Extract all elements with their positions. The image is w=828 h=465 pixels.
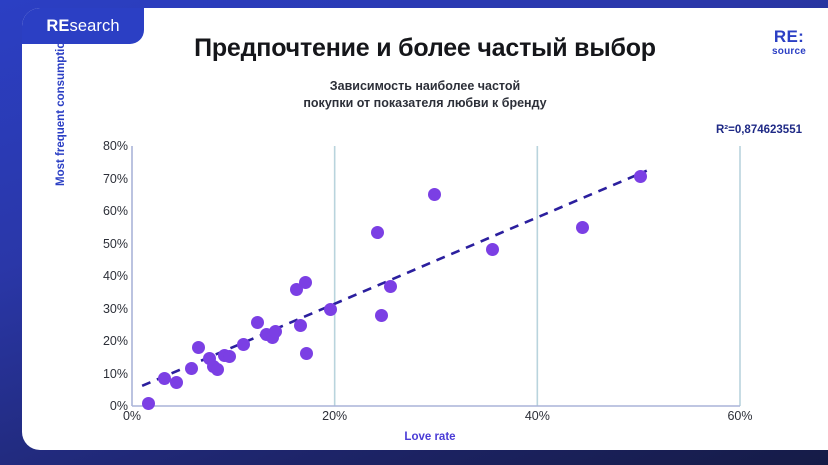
scatter-point	[293, 318, 307, 332]
y-tick-label: 40%	[102, 269, 128, 283]
chart-subtitle-line-2: покупки от показателя любви к бренду	[303, 95, 547, 110]
y-tick-label: 0%	[109, 399, 128, 413]
research-logo-badge: REsearch	[22, 8, 144, 44]
scatter-point	[486, 242, 500, 256]
research-logo-bold: RE	[46, 16, 70, 35]
trendline	[141, 169, 648, 388]
scatter-point	[428, 188, 442, 202]
research-logo-rest: search	[69, 16, 120, 35]
scatter-point	[236, 337, 250, 351]
scatter-point	[324, 303, 338, 317]
chart-subtitle-line-1: Зависимость наиболее частой	[329, 79, 521, 93]
scatter-point	[210, 362, 224, 376]
y-tick-label: 50%	[102, 236, 128, 251]
brand-line-secondary: source	[772, 46, 806, 57]
scatter-point	[298, 275, 312, 289]
scatter-point	[576, 220, 590, 234]
slide-card: REsearch RE: source Предпочтение и более…	[22, 8, 828, 450]
y-axis-tick-labels: 0% 10% 20% 30% 40% 50% 60% 70% 80%	[80, 8, 128, 450]
y-tick-label: 10%	[102, 366, 128, 381]
scatter-point	[374, 309, 388, 323]
y-tick-label: 60%	[102, 204, 128, 218]
scatter-point	[634, 170, 648, 184]
scatter-point	[157, 371, 171, 385]
scatter-point	[269, 325, 283, 339]
chart-title: Предпочтение и более частый выбор	[194, 34, 656, 62]
x-tick-label: 60%	[727, 409, 753, 423]
scatter-point	[251, 315, 265, 329]
r-squared-annotation: R²=0,874623551	[715, 124, 802, 136]
chart-subtitle: Зависимость наиболее частой покупки от п…	[22, 78, 828, 111]
scatter-point	[185, 361, 199, 375]
scatter-point	[141, 396, 155, 410]
scatter-point	[370, 226, 384, 240]
scatter-point	[383, 279, 397, 293]
y-tick-label: 20%	[102, 334, 128, 348]
x-tick-label: 40%	[524, 409, 550, 423]
scatter-point	[289, 283, 303, 297]
plot-axes-and-series	[131, 146, 741, 407]
y-axis-title: Most frequent consumption	[55, 34, 67, 186]
x-tick-label: 0%	[122, 409, 142, 423]
y-tick-label: 30%	[102, 301, 128, 316]
scatter-plot: 0% 10% 20% 30% 40% 50% 60% 70% 80% 0% 20% 40% 60% M…	[22, 8, 828, 450]
y-tick-label: 70%	[102, 171, 128, 186]
x-axis-tick-labels: 0% 20% 40% 60%	[22, 409, 828, 429]
research-logo-text: REsearch	[46, 17, 119, 36]
resource-brand-logo: RE: source	[772, 28, 806, 57]
scatter-point	[192, 341, 206, 355]
x-axis-title: Love rate	[404, 431, 456, 443]
brand-line-primary: RE:	[773, 27, 805, 46]
scatter-point	[299, 346, 313, 360]
scatter-point	[222, 350, 236, 364]
scatter-point	[170, 376, 184, 390]
y-tick-label: 80%	[102, 139, 128, 153]
x-tick-label: 20%	[322, 409, 348, 423]
